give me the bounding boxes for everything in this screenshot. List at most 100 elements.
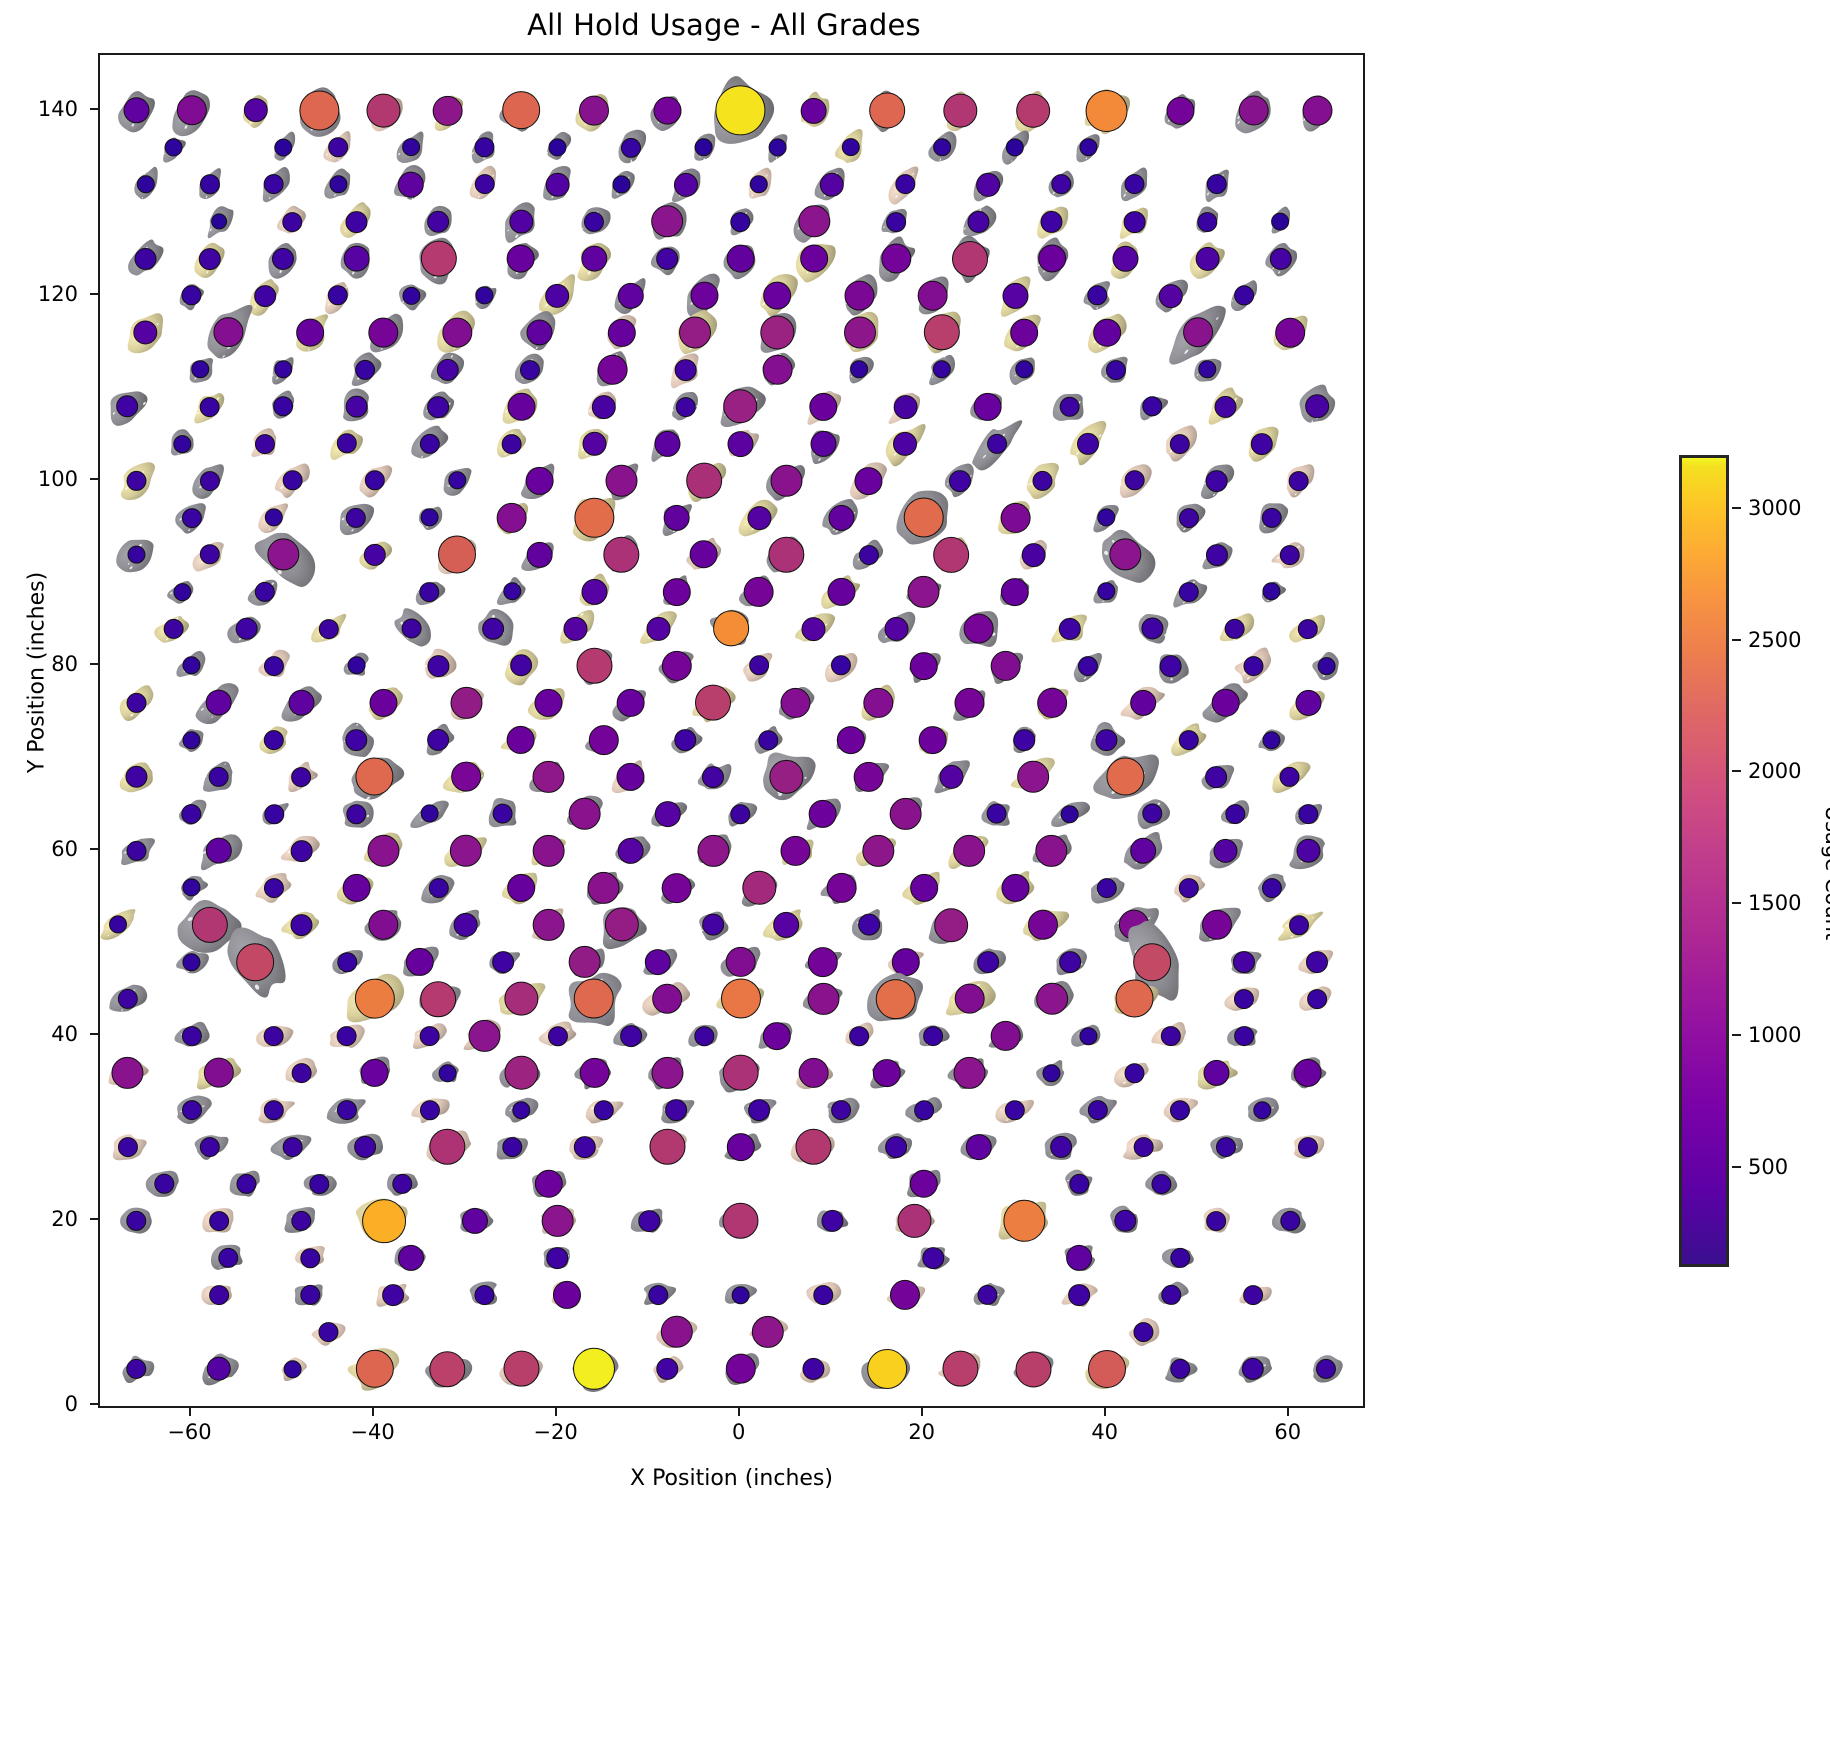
climbing-hold [411,979,467,1018]
climbing-hold [844,761,893,792]
climbing-hold [1284,1057,1333,1089]
climbing-hold [982,650,1031,684]
climbing-hold [803,1281,842,1309]
climbing-hold [942,834,998,869]
usage-marker [552,1281,581,1309]
climbing-hold [275,1356,310,1382]
climbing-hold [717,1352,763,1387]
climbing-hold [875,1133,917,1161]
usage-marker [1224,803,1245,824]
x-tick-mark [371,1408,374,1416]
usage-marker [763,1021,792,1050]
usage-marker [506,873,535,902]
climbing-hold [189,1055,249,1090]
climbing-hold [111,537,162,572]
usage-marker [1000,502,1031,533]
climbing-hold [420,645,457,687]
usage-marker [939,764,964,789]
usage-marker [111,1056,144,1089]
usage-marker [355,359,376,380]
climbing-hold [1119,1133,1168,1161]
climbing-hold [820,1096,862,1124]
usage-marker [654,800,681,827]
usage-marker [581,245,608,272]
usage-marker [420,980,457,1017]
usage-marker [889,797,922,830]
climbing-hold [938,980,1001,1016]
usage-marker [726,244,755,273]
climbing-hold [1260,206,1302,235]
colorbar-tick-mark [1732,1165,1741,1168]
climbing-hold [430,310,483,353]
usage-marker [1142,803,1163,824]
climbing-hold [163,428,202,458]
usage-marker [176,95,207,126]
climbing-hold [348,1193,420,1249]
usage-marker [1274,317,1305,348]
climbing-hold [809,167,855,200]
usage-marker [1133,1136,1154,1157]
usage-marker [1269,247,1292,270]
usage-marker [337,1099,358,1120]
climbing-hold [1024,237,1080,281]
usage-marker [1262,730,1281,749]
usage-marker [1005,1099,1026,1120]
usage-marker [607,318,636,347]
climbing-hold [407,1097,451,1123]
climbing-hold [843,462,894,500]
climbing-hold [408,234,468,285]
climbing-hold [350,1056,399,1088]
climbing-hold [198,205,240,238]
climbing-hold [466,130,503,163]
climbing-hold [759,909,815,941]
climbing-hold [1133,394,1172,420]
climbing-hold [1188,357,1227,383]
usage-marker [300,1285,321,1305]
climbing-hold [817,872,866,904]
climbing-hold [580,1097,626,1124]
climbing-hold [992,577,1038,606]
colorbar-tick-label: 2000 [1748,759,1802,784]
climbing-hold [709,1054,772,1093]
climbing-hold [662,391,708,421]
usage-marker [491,950,514,973]
climbing-hold [358,93,409,131]
climbing-hold [851,834,904,867]
usage-marker [366,93,401,128]
usage-marker [579,1057,610,1088]
climbing-hold [144,1168,183,1200]
usage-marker [218,1247,239,1268]
usage-marker [534,1169,563,1198]
climbing-hold [1154,93,1205,129]
climbing-hold [545,1280,589,1310]
usage-marker [1035,982,1068,1015]
climbing-hold [508,353,552,384]
climbing-hold [1060,1169,1099,1199]
usage-marker [850,360,869,379]
climbing-hold [1222,985,1266,1013]
colorbar-tick-mark [1732,506,1741,509]
climbing-hold [357,313,410,352]
climbing-hold [515,463,564,499]
climbing-hold [333,503,379,535]
usage-marker [890,1280,921,1310]
climbing-hold [921,130,963,162]
climbing-hold [569,647,620,685]
usage-marker [1179,581,1200,602]
usage-marker [427,395,450,418]
climbing-hold [1200,836,1251,869]
climbing-hold [268,463,317,498]
usage-marker [869,92,906,129]
climbing-hold [485,796,520,831]
climbing-hold [405,800,454,828]
climbing-hold [629,1207,668,1235]
climbing-hold [1033,1060,1070,1086]
climbing-hold [961,419,1033,470]
climbing-hold [834,273,885,316]
climbing-hold [1267,541,1313,569]
usage-marker [182,952,201,971]
usage-marker [109,915,128,934]
climbing-hold [700,75,781,144]
usage-marker [922,1025,943,1046]
climbing-hold [666,309,724,354]
